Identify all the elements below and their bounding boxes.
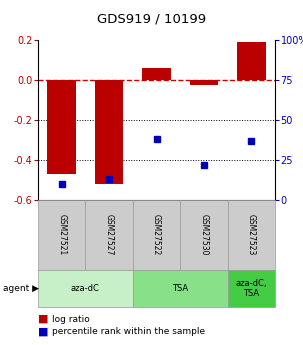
Text: GSM27530: GSM27530 xyxy=(199,214,208,256)
Bar xyxy=(48,80,76,174)
Text: aza-dC: aza-dC xyxy=(71,284,100,293)
Text: agent ▶: agent ▶ xyxy=(3,284,39,293)
Text: GSM27522: GSM27522 xyxy=(152,214,161,256)
Bar xyxy=(190,80,218,85)
Text: ■: ■ xyxy=(38,327,48,337)
Bar xyxy=(142,68,171,80)
Text: GSM27521: GSM27521 xyxy=(57,214,66,256)
Text: aza-dC,
TSA: aza-dC, TSA xyxy=(235,279,267,298)
Text: GDS919 / 10199: GDS919 / 10199 xyxy=(97,12,206,25)
Bar xyxy=(95,80,123,184)
Bar xyxy=(237,42,265,80)
Text: log ratio: log ratio xyxy=(52,315,89,324)
Text: TSA: TSA xyxy=(172,284,188,293)
Text: GSM27523: GSM27523 xyxy=(247,214,256,256)
Text: ■: ■ xyxy=(38,314,48,324)
Text: GSM27527: GSM27527 xyxy=(105,214,114,256)
Text: percentile rank within the sample: percentile rank within the sample xyxy=(52,327,205,336)
